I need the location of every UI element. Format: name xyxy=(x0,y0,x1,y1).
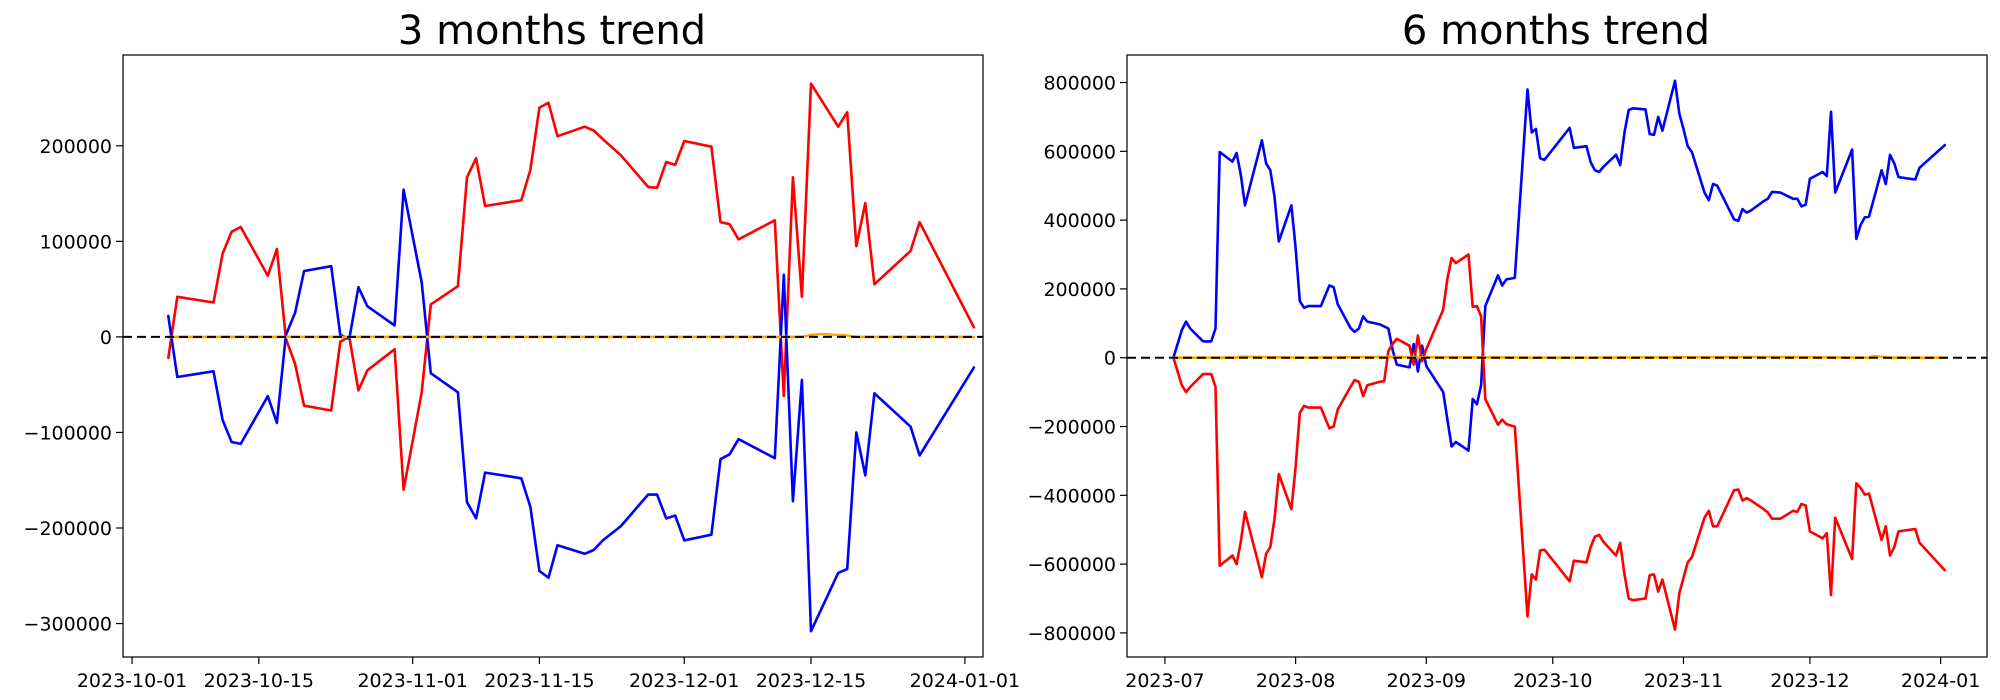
y-tick-label: 0 xyxy=(100,327,112,349)
y-tick-label: 400000 xyxy=(1043,210,1116,232)
plot-area-frame xyxy=(1126,54,1988,658)
y-tick-label: 200000 xyxy=(39,136,112,158)
x-tick-label: 2023-10 xyxy=(1513,670,1592,692)
x-tick-label: 2023-12-15 xyxy=(756,670,866,692)
plot-area-frame xyxy=(122,54,984,658)
series-lines xyxy=(1127,79,1987,631)
series-line-0 xyxy=(1172,79,1947,452)
x-tick-label: 2023-11-15 xyxy=(484,670,594,692)
y-tick-label: 100000 xyxy=(39,231,112,253)
y-tick-label: −200000 xyxy=(1028,417,1116,439)
x-tick-label: 2023-07 xyxy=(1125,670,1204,692)
y-tick-label: −400000 xyxy=(1028,485,1116,507)
y-tick-label: 600000 xyxy=(1043,141,1116,163)
y-tick-label: −100000 xyxy=(24,422,112,444)
y-tick-label: 0 xyxy=(1104,348,1116,370)
chart-title: 6 months trend xyxy=(1402,8,1710,54)
x-tick-label: 2023-10-15 xyxy=(204,670,314,692)
y-tick-label: −300000 xyxy=(24,614,112,636)
y-tick-label: −600000 xyxy=(1028,554,1116,576)
x-tick-label: 2023-09 xyxy=(1387,670,1466,692)
x-tick-label: 2023-10-01 xyxy=(77,670,187,692)
tick-labels: 2023-10-01 2023-10-15 2023-11-01 2023-11-15… xyxy=(24,136,1021,692)
series-line-1 xyxy=(1172,253,1947,631)
series-lines xyxy=(123,82,983,633)
x-tick-label: 2024-01 xyxy=(1901,670,1980,692)
x-tick-label: 2023-12 xyxy=(1770,670,1849,692)
x-tick-label: 2023-08 xyxy=(1256,670,1335,692)
x-tick-label: 2023-11 xyxy=(1644,670,1723,692)
chart-title: 3 months trend xyxy=(398,8,706,54)
chart-panel-3-months: 3 months trend 2023-10-01 2023-10-15 2023-… xyxy=(24,8,1021,692)
x-tick-label: 2024-01-01 xyxy=(910,670,1020,692)
y-tick-label: 200000 xyxy=(1043,279,1116,301)
y-tick-label: −200000 xyxy=(24,518,112,540)
y-tick-label: 800000 xyxy=(1043,73,1116,95)
tick-labels: 2023-07 2023-08 2023-09 2023-10 2023-11 2023-… xyxy=(1028,73,1981,692)
chart-panel-6-months: 6 months trend 2023-07 2023-08 2023-09 2023… xyxy=(1028,8,1988,692)
x-tick-label: 2023-11-01 xyxy=(357,670,467,692)
series-line-0 xyxy=(167,82,976,492)
series-line-1 xyxy=(167,188,976,633)
y-tick-label: −800000 xyxy=(1028,623,1116,645)
x-tick-label: 2023-12-01 xyxy=(629,670,739,692)
